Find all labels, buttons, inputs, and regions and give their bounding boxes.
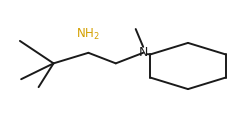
Text: NH$_2$: NH$_2$ [76, 27, 100, 42]
Text: N: N [138, 46, 148, 59]
